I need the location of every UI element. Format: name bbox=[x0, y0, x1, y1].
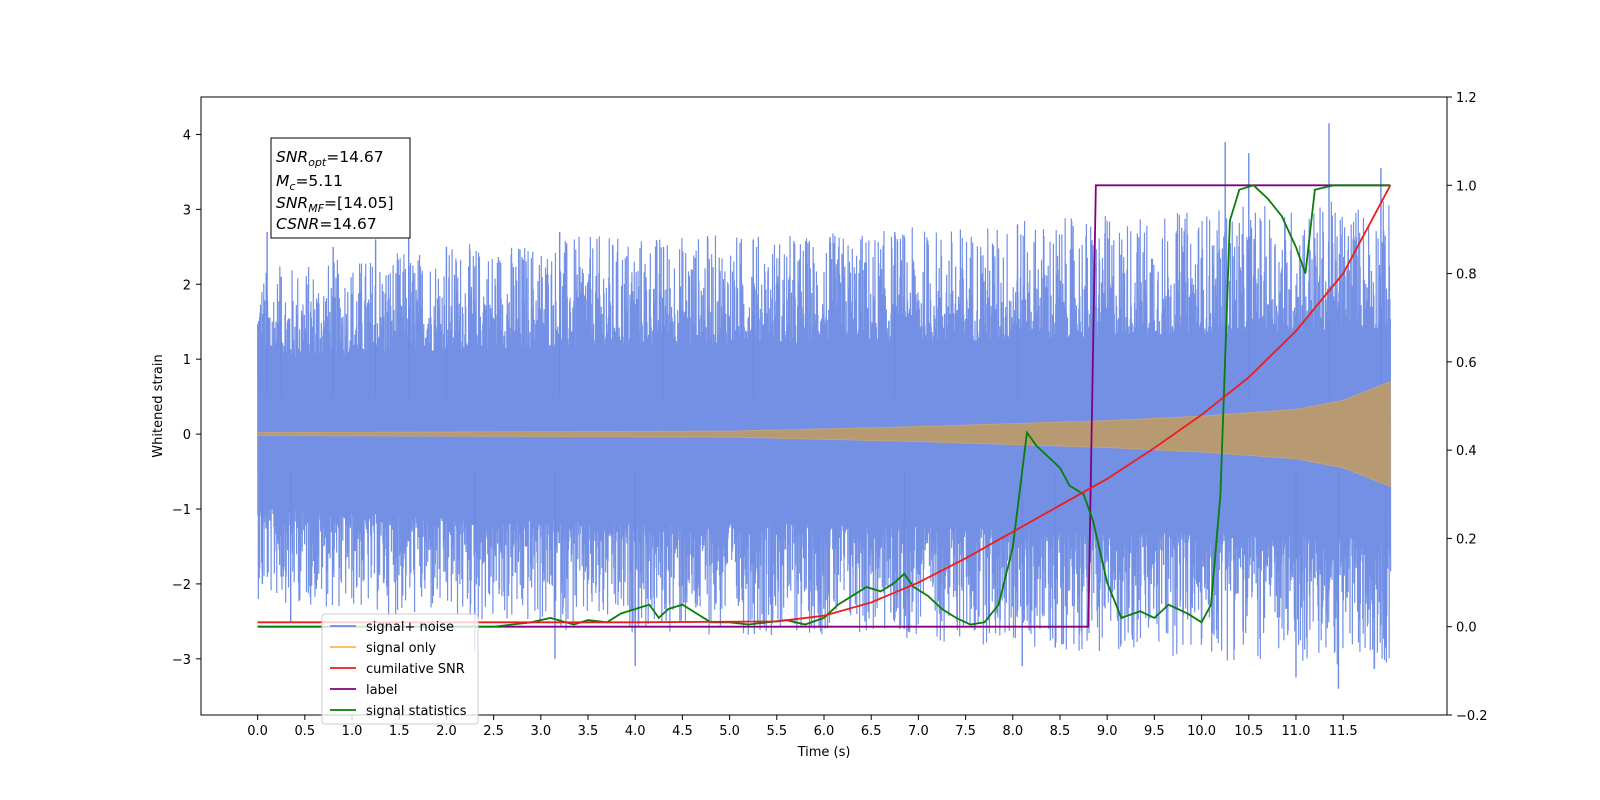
x-tick-label: 5.0 bbox=[719, 724, 740, 739]
annotation-snr-mf-symbol: SNR bbox=[276, 194, 308, 212]
annotation-snr-opt-subscript: opt bbox=[308, 156, 327, 169]
x-tick-label: 9.0 bbox=[1097, 724, 1118, 739]
left-y-tick-label: 1 bbox=[183, 353, 191, 368]
x-tick-label: 8.5 bbox=[1050, 724, 1071, 739]
series-cumilative-snr bbox=[257, 184, 1392, 624]
right-y-tick-label: 0.6 bbox=[1456, 356, 1477, 371]
x-tick-label: 2.0 bbox=[436, 724, 457, 739]
x-tick-label: 11.5 bbox=[1329, 724, 1358, 739]
right-y-tick-label: 0.2 bbox=[1456, 532, 1477, 547]
svg-text:SNRopt=14.67: SNRopt=14.67 bbox=[276, 148, 384, 169]
x-axis-ticks: 0.0 0.5 1.0 1.5 2.0 2.5 3.0 3.5 4.0 4.5 5.0 5.5 6.0 6… bbox=[247, 715, 1358, 739]
annotation-snr-opt-symbol: SNR bbox=[276, 148, 308, 166]
annotation-csnr-value: =14.67 bbox=[319, 215, 376, 233]
left-y-tick-label: 4 bbox=[183, 128, 191, 143]
right-y-tick-label: 0.0 bbox=[1456, 621, 1477, 636]
x-tick-label: 3.0 bbox=[530, 724, 551, 739]
x-tick-label: 6.5 bbox=[861, 724, 882, 739]
annotation-snr-mf-subscript: MF bbox=[308, 202, 324, 215]
x-tick-label: 9.5 bbox=[1144, 724, 1165, 739]
x-tick-label: 4.5 bbox=[672, 724, 693, 739]
right-y-tick-label: 1.2 bbox=[1456, 91, 1477, 106]
x-tick-label: 7.5 bbox=[955, 724, 976, 739]
annotation-mc-subscript: c bbox=[289, 180, 295, 193]
svg-text:CSNR=14.67: CSNR=14.67 bbox=[276, 215, 377, 233]
x-tick-label: 7.0 bbox=[908, 724, 929, 739]
annotation-mc-value: =5.11 bbox=[295, 172, 343, 190]
legend-label: signal+ noise bbox=[366, 620, 454, 635]
svg-text:SNRMF=[14.05]: SNRMF=[14.05] bbox=[276, 194, 394, 215]
x-tick-label: 6.0 bbox=[814, 724, 835, 739]
series-signal-plus-noise bbox=[257, 123, 1392, 689]
annotation-snr-opt-value: =14.67 bbox=[326, 148, 383, 166]
left-y-tick-label: −3 bbox=[172, 653, 191, 668]
series-signal-only bbox=[257, 381, 1391, 488]
annotation-csnr-symbol: CSNR bbox=[276, 215, 319, 233]
x-tick-label: 0.5 bbox=[294, 724, 315, 739]
x-tick-label: 10.5 bbox=[1234, 724, 1263, 739]
series-cumilative-snr-line bbox=[257, 184, 1392, 624]
x-tick-label: 4.0 bbox=[625, 724, 646, 739]
left-y-tick-label: 0 bbox=[183, 428, 191, 443]
legend-label: signal statistics bbox=[366, 704, 467, 719]
right-y-tick-label: 1.0 bbox=[1456, 179, 1477, 194]
x-tick-label: 2.5 bbox=[483, 724, 504, 739]
series-label-line bbox=[257, 184, 1391, 628]
legend: signal+ noise signal only cumilative SNR la… bbox=[321, 613, 479, 725]
right-y-tick-label: −0.2 bbox=[1456, 709, 1488, 724]
x-tick-label: 8.0 bbox=[1002, 724, 1023, 739]
snr-annotation-box: SNRopt=14.67 Mc=5.11 SNRMF=[14.05] CSNR=… bbox=[270, 137, 411, 239]
x-tick-label: 0.0 bbox=[247, 724, 268, 739]
x-tick-label: 3.5 bbox=[578, 724, 599, 739]
right-y-axis-ticks: −0.2 0.0 0.2 0.4 0.6 0.8 1.0 1.2 bbox=[1447, 91, 1488, 724]
x-axis-label: Time (s) bbox=[797, 745, 851, 760]
annotation-mc-symbol: M bbox=[276, 172, 289, 190]
left-y-axis-label: Whitened strain bbox=[151, 354, 166, 457]
left-y-tick-label: −2 bbox=[172, 578, 191, 593]
annotation-snr-mf-value: =[14.05] bbox=[324, 194, 393, 212]
x-tick-label: 1.5 bbox=[389, 724, 410, 739]
signal-chirp-band bbox=[257, 381, 1391, 488]
legend-label: cumilative SNR bbox=[366, 662, 465, 677]
series-signal-statistics-line bbox=[257, 184, 1391, 628]
x-tick-label: 1.0 bbox=[342, 724, 363, 739]
right-y-tick-label: 0.4 bbox=[1456, 444, 1477, 459]
series-signal-statistics bbox=[257, 184, 1391, 628]
x-tick-label: 5.5 bbox=[766, 724, 787, 739]
left-y-tick-label: 3 bbox=[183, 203, 191, 218]
left-y-tick-label: 2 bbox=[183, 278, 191, 293]
left-y-tick-label: −1 bbox=[172, 503, 191, 518]
legend-label: signal only bbox=[366, 641, 436, 656]
right-y-tick-label: 0.8 bbox=[1456, 268, 1477, 283]
x-tick-label: 10.0 bbox=[1187, 724, 1216, 739]
left-y-axis-ticks: −3 −2 −1 0 1 2 3 4 bbox=[172, 128, 201, 668]
x-tick-label: 11.0 bbox=[1281, 724, 1310, 739]
legend-label: label bbox=[366, 683, 397, 698]
series-layer bbox=[257, 123, 1392, 689]
svg-text:Mc=5.11: Mc=5.11 bbox=[276, 172, 343, 193]
series-label bbox=[257, 184, 1391, 628]
